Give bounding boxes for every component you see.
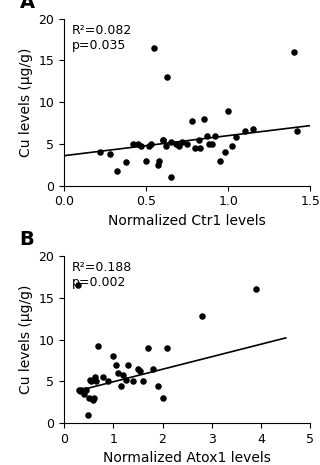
- Point: [86, 394, 91, 402]
- Point: [199, 312, 204, 320]
- Point: [131, 378, 136, 385]
- Point: [160, 394, 165, 402]
- Point: [209, 140, 214, 148]
- Point: [140, 378, 145, 385]
- Point: [131, 140, 136, 148]
- Point: [229, 142, 234, 149]
- Point: [155, 161, 160, 169]
- Text: R²=0.188
p=0.002: R²=0.188 p=0.002: [71, 261, 132, 289]
- Point: [145, 344, 150, 352]
- Point: [125, 361, 131, 368]
- Point: [254, 286, 259, 293]
- Text: R²=0.082
p=0.035: R²=0.082 p=0.035: [71, 24, 132, 52]
- Point: [123, 376, 128, 384]
- Point: [242, 128, 247, 135]
- Point: [185, 140, 190, 148]
- Point: [77, 388, 82, 395]
- Point: [89, 378, 94, 385]
- Point: [292, 48, 297, 56]
- Point: [92, 373, 97, 381]
- Point: [111, 352, 116, 360]
- Point: [165, 344, 170, 352]
- Point: [80, 388, 85, 395]
- Point: [150, 365, 155, 372]
- Point: [168, 139, 173, 146]
- Y-axis label: Cu levels (μg/g): Cu levels (μg/g): [19, 47, 33, 157]
- Point: [160, 136, 165, 144]
- Point: [165, 73, 170, 81]
- Point: [118, 382, 123, 389]
- Point: [204, 132, 210, 140]
- Text: B: B: [20, 230, 34, 249]
- Point: [218, 157, 223, 165]
- Y-axis label: Cu levels (μg/g): Cu levels (μg/g): [19, 285, 33, 394]
- Point: [144, 157, 149, 165]
- Point: [226, 107, 231, 114]
- Point: [85, 411, 90, 418]
- Point: [222, 149, 228, 156]
- Point: [250, 125, 255, 133]
- Point: [124, 159, 129, 166]
- Point: [116, 369, 121, 377]
- Point: [157, 157, 162, 165]
- Point: [234, 133, 239, 141]
- Point: [173, 140, 178, 148]
- Point: [160, 136, 165, 144]
- Point: [79, 386, 84, 393]
- Point: [196, 136, 201, 144]
- Point: [176, 142, 181, 149]
- Point: [98, 149, 103, 156]
- Point: [148, 140, 154, 148]
- Point: [82, 386, 87, 393]
- Point: [180, 139, 185, 146]
- X-axis label: Normalized Ctr1 levels: Normalized Ctr1 levels: [108, 214, 266, 228]
- Point: [198, 145, 203, 152]
- Point: [106, 378, 111, 385]
- Point: [135, 365, 140, 372]
- Point: [139, 142, 144, 149]
- Point: [138, 368, 143, 375]
- Point: [163, 142, 168, 149]
- Point: [81, 390, 86, 398]
- Point: [135, 140, 140, 148]
- Point: [155, 382, 160, 389]
- X-axis label: Normalized Atox1 levels: Normalized Atox1 levels: [103, 452, 271, 465]
- Point: [189, 117, 195, 124]
- Point: [121, 371, 126, 379]
- Point: [96, 343, 101, 350]
- Point: [201, 115, 206, 123]
- Point: [168, 174, 173, 181]
- Point: [90, 396, 95, 404]
- Point: [76, 386, 81, 393]
- Point: [113, 361, 118, 368]
- Point: [114, 167, 119, 174]
- Text: A: A: [20, 0, 35, 12]
- Point: [108, 150, 113, 158]
- Point: [75, 281, 80, 289]
- Point: [206, 140, 211, 148]
- Point: [91, 394, 96, 402]
- Point: [93, 378, 99, 385]
- Point: [87, 376, 92, 384]
- Point: [212, 132, 218, 140]
- Point: [193, 145, 198, 152]
- Point: [84, 386, 89, 393]
- Point: [147, 142, 152, 149]
- Point: [295, 128, 300, 135]
- Point: [101, 373, 106, 381]
- Point: [152, 44, 157, 52]
